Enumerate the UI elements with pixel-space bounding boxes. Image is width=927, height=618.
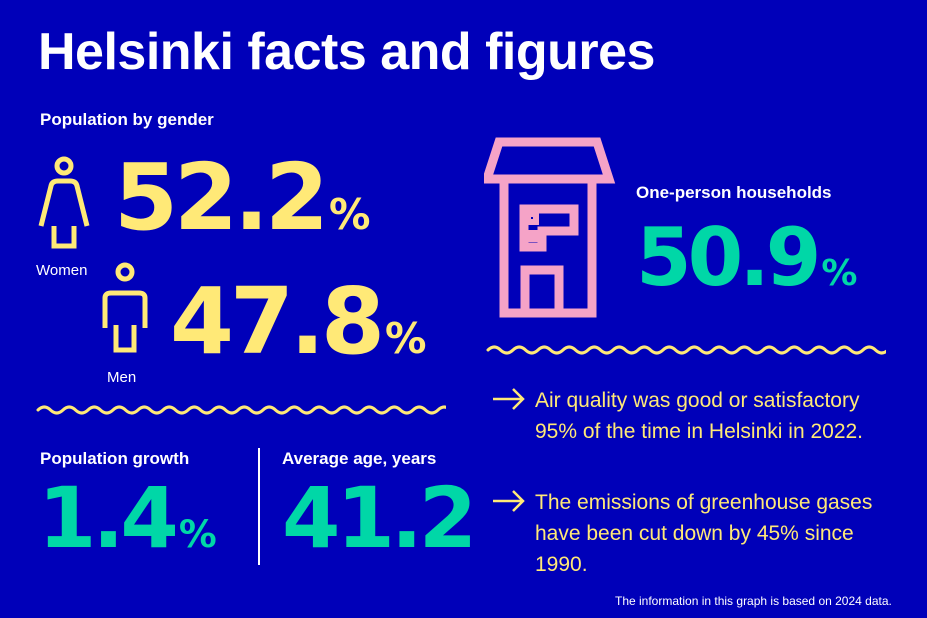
men-percentage: 47.8%: [170, 268, 427, 375]
women-percentage: 52.2%: [114, 144, 371, 251]
wave-line: [486, 345, 886, 355]
fact-emissions: The emissions of greenhouse gases have b…: [535, 491, 873, 576]
women-label: Women: [36, 262, 88, 279]
woman-icon: [38, 156, 90, 249]
gender-heading: Population by gender: [40, 110, 214, 129]
arrow-right-icon: [493, 490, 525, 512]
households-value: 50.9%: [636, 211, 858, 304]
vertical-divider: [258, 448, 260, 565]
wave-divider: [486, 345, 886, 355]
arrow-right-icon: [493, 388, 525, 410]
house-icon: [484, 137, 616, 318]
growth-heading: Population growth: [40, 449, 190, 468]
growth-value: 1.4%: [38, 469, 217, 567]
age-heading: Average age, years: [282, 449, 437, 468]
man-icon: [102, 262, 148, 353]
wave-divider: [36, 405, 446, 415]
wave-line: [36, 405, 446, 415]
households-heading: One-person households: [636, 183, 832, 202]
men-label: Men: [107, 369, 137, 386]
page-title: Helsinki facts and figures: [38, 23, 655, 81]
footer-note: The information in this graph is based o…: [615, 594, 892, 608]
fact-air-quality: Air quality was good or satisfactory 95%…: [535, 389, 864, 443]
age-value: 41.2: [282, 469, 477, 567]
